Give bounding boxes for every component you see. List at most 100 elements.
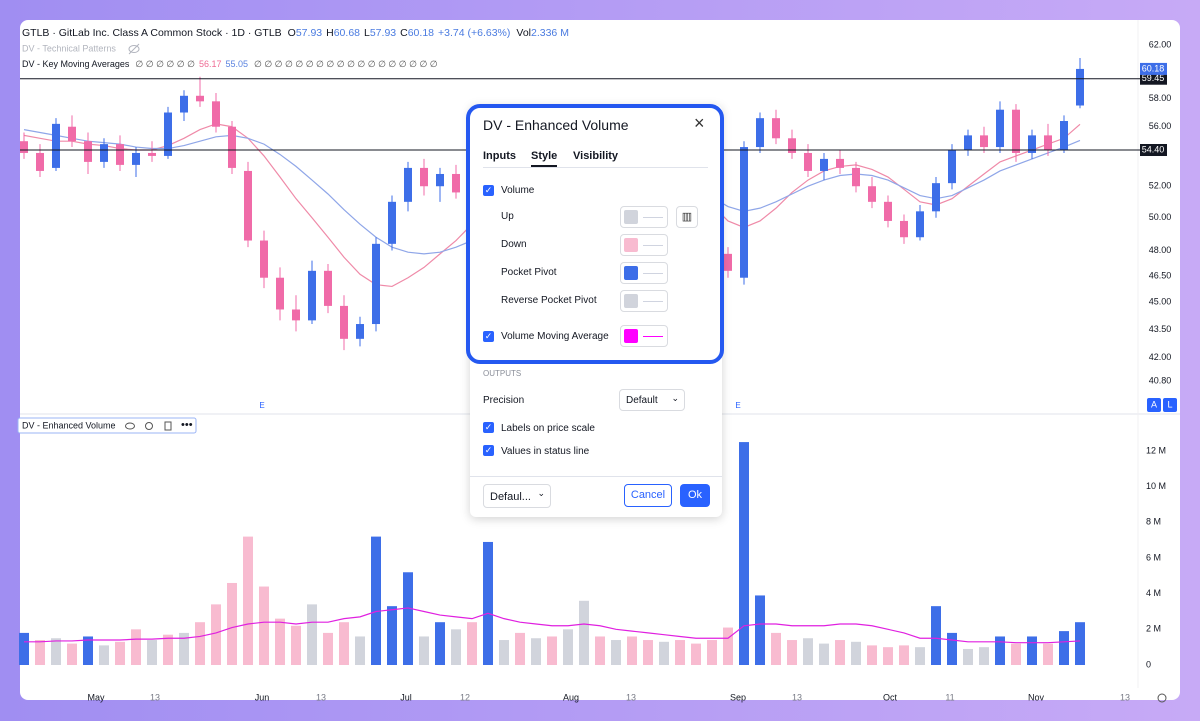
volume-bar xyxy=(739,442,749,665)
eye-icon[interactable] xyxy=(125,422,135,430)
settings-icon[interactable] xyxy=(1157,693,1167,703)
auto-label: A xyxy=(1151,399,1157,409)
select-value: Default xyxy=(626,395,658,406)
indicator-name: DV - Key Moving Averages xyxy=(22,59,130,69)
candle-body xyxy=(932,183,940,212)
row-label: Reverse Pocket Pivot xyxy=(501,295,597,306)
x-tick-label: 13 xyxy=(792,692,802,702)
candle-body xyxy=(452,173,460,193)
color-swatch[interactable] xyxy=(620,262,668,284)
volume-bar xyxy=(1011,643,1021,665)
volume-bar xyxy=(1027,636,1037,665)
candle-body xyxy=(788,138,796,153)
color-swatch[interactable] xyxy=(620,290,668,312)
volume-bar xyxy=(451,629,461,665)
volume-bar xyxy=(899,645,909,665)
close-button[interactable]: × xyxy=(694,113,705,133)
log-button[interactable] xyxy=(1163,398,1177,412)
candle-body xyxy=(772,118,780,139)
dialog xyxy=(470,105,722,517)
hidden-icon[interactable] xyxy=(128,43,140,55)
volume-bar xyxy=(627,636,637,665)
last-price-box xyxy=(1140,62,1167,75)
tab[interactable]: Inputs xyxy=(483,150,516,162)
tab[interactable]: Visibility xyxy=(573,150,619,162)
y-tick-label: 45.00 xyxy=(1149,297,1172,307)
price-label: 59.45 xyxy=(1142,73,1165,83)
candle-body xyxy=(804,152,812,171)
ok-button[interactable]: Ok xyxy=(680,484,710,507)
y-tick-label: 62.00 xyxy=(1149,39,1172,49)
event-marker: E xyxy=(735,401,740,410)
checkbox[interactable]: ✓ xyxy=(483,445,494,456)
x-tick-label: 13 xyxy=(626,692,636,702)
footer-divider xyxy=(470,476,722,477)
volume-bar xyxy=(979,647,989,665)
c-value: 60.18 xyxy=(408,27,434,39)
volume-bar xyxy=(963,648,973,665)
volume-bar xyxy=(419,636,429,665)
candle-body xyxy=(228,126,236,168)
checkbox[interactable]: ✓ xyxy=(483,422,494,433)
candle-body xyxy=(916,211,924,238)
label: Volume Moving Average xyxy=(501,331,609,342)
legend-box xyxy=(17,417,197,434)
settings-icon[interactable] xyxy=(145,422,153,430)
y-tick-label: 58.00 xyxy=(1149,93,1172,103)
volume-bar xyxy=(355,636,365,665)
chart-type-button[interactable]: ▥ xyxy=(676,206,698,228)
volume-bar xyxy=(675,640,685,665)
tab-active[interactable]: Style xyxy=(531,150,558,167)
candle-body xyxy=(724,253,732,271)
volume-bar xyxy=(275,618,285,665)
select[interactable]: Default ⌄ xyxy=(619,389,685,411)
checkbox[interactable]: ✓ xyxy=(483,331,494,342)
volume-bar xyxy=(931,606,941,665)
checkbox[interactable]: ✓ xyxy=(483,185,494,196)
candle-body xyxy=(324,270,332,306)
y-tick-label: 50.00 xyxy=(1149,212,1172,222)
candle-body xyxy=(1060,121,1068,151)
vol-label: Vol xyxy=(516,27,531,39)
volume-bar xyxy=(259,586,269,665)
delete-icon[interactable] xyxy=(164,421,172,431)
y-tick-label: 40.80 xyxy=(1149,375,1172,385)
candle-body xyxy=(244,170,252,241)
volume-bar xyxy=(243,536,253,665)
l-label: L xyxy=(364,27,370,39)
volume-bar xyxy=(339,622,349,665)
volume-bar xyxy=(371,536,381,665)
last-price-label: 60.18 xyxy=(1142,63,1165,73)
volume-bar xyxy=(787,640,797,665)
volume-bar xyxy=(467,622,477,665)
h-label: H xyxy=(326,27,334,39)
section-title: OUTPUTS xyxy=(483,369,522,378)
candle-body xyxy=(132,152,140,165)
volume-bar xyxy=(803,638,813,665)
color-swatch[interactable] xyxy=(620,234,668,256)
cancel-button[interactable]: Cancel xyxy=(624,484,672,507)
swatch-color xyxy=(624,210,638,224)
glyphs: ∅ ∅ ∅ ∅ ∅ ∅ xyxy=(135,59,195,69)
auto-button[interactable] xyxy=(1147,398,1161,412)
indicator-name: DV - Technical Patterns xyxy=(22,43,116,53)
swatch-line xyxy=(643,301,663,302)
event-marker: E xyxy=(259,401,264,410)
x-tick-label: Aug xyxy=(563,692,579,702)
y-tick-label: 46.50 xyxy=(1149,270,1172,280)
color-swatch[interactable] xyxy=(620,206,668,228)
ma-fast-value: 56.17 xyxy=(199,59,222,69)
candle-body xyxy=(996,109,1004,148)
volume-bar xyxy=(819,643,829,665)
price-label: 54.40 xyxy=(1142,144,1165,154)
candle-body xyxy=(900,220,908,238)
volume-bar xyxy=(515,632,525,665)
template-select[interactable]: Defaul... ⌄ xyxy=(483,484,551,508)
color-swatch[interactable] xyxy=(620,325,668,347)
more-icon[interactable]: ••• xyxy=(181,419,193,431)
volume-bar xyxy=(947,632,957,665)
candle-body xyxy=(1076,68,1084,106)
l-value: 57.93 xyxy=(370,27,396,39)
y-tick-label: 56.00 xyxy=(1149,121,1172,131)
volume-bar xyxy=(691,643,701,665)
